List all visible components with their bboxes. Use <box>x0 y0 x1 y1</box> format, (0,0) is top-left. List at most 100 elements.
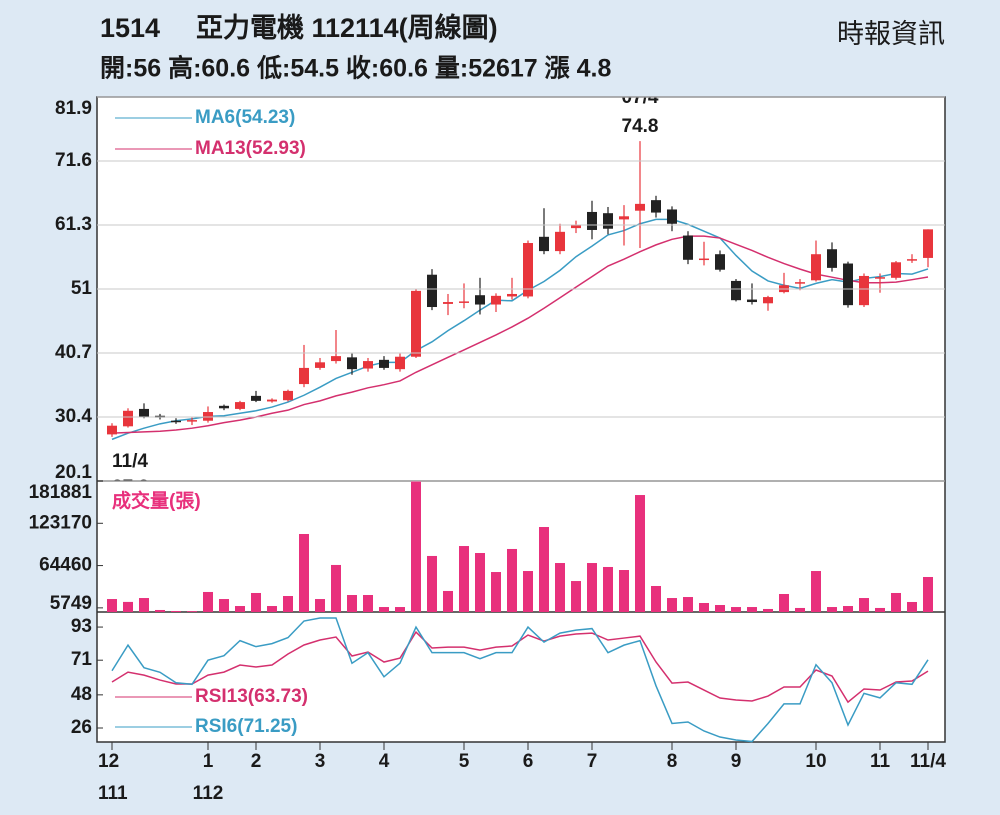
volume-bar <box>491 572 501 612</box>
candle-body <box>235 402 245 409</box>
x-tick-label: 1 <box>203 751 214 772</box>
legend-label: RSI13(63.73) <box>195 686 308 707</box>
volume-bar <box>699 602 709 612</box>
y-tick-label: 181881 <box>29 482 93 503</box>
volume-bar <box>827 607 837 612</box>
volume-bar <box>763 608 773 612</box>
stock-title: 亞力電機 112114(周線圖) <box>196 12 498 43</box>
volume-bar <box>443 590 453 612</box>
volume-bar <box>155 609 165 612</box>
volume-bar <box>811 571 821 612</box>
volume-bar <box>635 495 645 612</box>
candle-body <box>251 395 261 401</box>
stock-code: 1514 <box>100 13 160 43</box>
candle-body <box>507 293 517 297</box>
volume-bar <box>683 597 693 612</box>
volume-bar <box>379 607 389 612</box>
candle-body <box>747 299 757 303</box>
x-tick-label: 8 <box>667 751 678 772</box>
candle-body <box>539 236 549 252</box>
volume-bar <box>859 598 869 612</box>
y-tick-label: 64460 <box>39 555 92 576</box>
candle-body <box>907 259 917 261</box>
candle-body <box>763 297 773 304</box>
volume-bar <box>891 592 901 612</box>
volume-bar <box>251 592 261 612</box>
candle-body <box>443 302 453 304</box>
volume-bar <box>507 548 517 612</box>
y-tick-label: 26 <box>71 717 92 738</box>
volume-bar <box>875 607 885 612</box>
candle-body <box>331 356 341 362</box>
candle-body <box>635 203 645 211</box>
price-info: 開:56 高:60.6 低:54.5 收:60.6 量:52617 漲 4.8 <box>100 54 611 83</box>
y-tick-label: 61.3 <box>55 214 92 235</box>
annotation-value: 27.2 <box>112 477 149 498</box>
candle-body <box>475 295 485 305</box>
y-tick-label: 20.1 <box>55 462 92 483</box>
candle-body <box>715 254 725 270</box>
candle-body <box>523 243 533 297</box>
candle-body <box>843 263 853 306</box>
candle-body <box>875 277 885 279</box>
volume-bar <box>795 607 805 612</box>
volume-bar <box>667 598 677 612</box>
x-tick-label: 11/4 <box>910 751 946 772</box>
candle-body <box>171 420 181 423</box>
candle-body <box>299 367 309 385</box>
volume-bar <box>587 563 597 612</box>
y-tick-label: 71 <box>71 649 93 670</box>
y-tick-label: 123170 <box>29 512 92 533</box>
legend-label: MA6(54.23) <box>195 107 295 128</box>
candle-body <box>107 425 117 435</box>
candle-body <box>219 405 229 409</box>
series-line <box>111 218 929 441</box>
candle-body <box>699 258 709 261</box>
candle-body <box>315 362 325 368</box>
axes: 81.971.661.35140.730.420.118188112317064… <box>29 96 946 804</box>
volume-panel: 成交量(張) <box>107 481 933 612</box>
candle-body <box>379 359 389 368</box>
candle-body <box>731 280 741 301</box>
candle-body <box>811 254 821 281</box>
volume-bar <box>235 606 245 612</box>
y-tick-label: 30.4 <box>55 406 92 427</box>
volume-bar <box>651 585 661 612</box>
x-tick-label: 3 <box>315 751 326 772</box>
volume-bar <box>475 553 485 612</box>
volume-bar <box>779 593 789 612</box>
volume-bar <box>171 610 181 612</box>
candle-body <box>363 361 373 369</box>
volume-bar <box>843 606 853 612</box>
candle-body <box>283 390 293 401</box>
volume-bar <box>347 595 357 612</box>
series-line <box>111 617 929 743</box>
candle-body <box>139 408 149 417</box>
x-tick-label: 12 <box>98 751 119 772</box>
volume-bar <box>539 527 549 612</box>
annotation-label: 07/4 <box>622 87 659 108</box>
candle-body <box>203 412 213 421</box>
candle-body <box>683 235 693 260</box>
candle-body <box>395 356 405 370</box>
source: 時報資訊 <box>837 19 945 49</box>
x-tick-label: 10 <box>805 751 826 772</box>
series-line <box>111 235 929 434</box>
candle-body <box>603 213 613 229</box>
y-tick-label: 40.7 <box>55 342 92 363</box>
x-year-label: 111 <box>98 783 128 804</box>
volume-bar <box>619 570 629 612</box>
candle-body <box>555 231 565 252</box>
candle-body <box>411 290 421 357</box>
candle-body <box>795 282 805 284</box>
volume-bar <box>603 566 613 612</box>
x-year-label: 112 <box>193 783 224 804</box>
candle-body <box>187 420 197 422</box>
legend-label: MA13(52.93) <box>195 138 306 159</box>
candle-body <box>923 229 933 258</box>
volume-bar <box>459 546 469 612</box>
x-tick-label: 5 <box>459 751 470 772</box>
volume-bar <box>107 599 117 612</box>
candle-body <box>667 209 677 224</box>
